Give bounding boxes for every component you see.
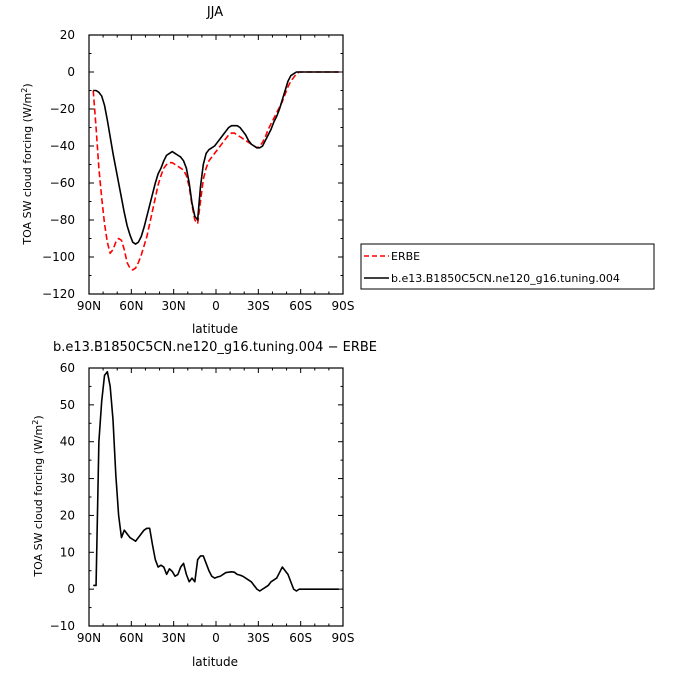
x-tick-label: 30S [247,631,270,645]
legend-model-label: b.e13.B1850C5CN.ne120_g16.tuning.004 [391,272,620,285]
x-tick-label: 0 [212,299,220,313]
bottom-panel-ylabel: TOA SW cloud forcing (W/m2) [31,415,45,577]
series-line-2 [93,71,339,245]
legend-box [360,243,655,290]
y-tick-label: −20 [50,102,75,116]
x-tick-label: 30N [162,299,186,313]
x-tick-label: 30S [247,299,270,313]
series-line-1 [93,370,339,592]
x-tick-label: 0 [212,631,220,645]
y-tick-label: 50 [60,398,75,412]
y-tick-label: 30 [60,472,75,486]
y-tick-label: −80 [50,213,75,227]
x-tick-label: 90N [77,299,101,313]
y-tick-label: −40 [50,139,75,153]
y-tick-label: 20 [60,28,75,42]
y-tick-label: 0 [67,582,75,596]
top-panel-xlabel: latitude [192,322,238,336]
x-tick-label: 60S [289,299,312,313]
series-line-1 [92,71,339,271]
bottom-panel-title: b.e13.B1850C5CN.ne120_g16.tuning.004 − E… [53,340,377,355]
y-tick-label: −60 [50,176,75,190]
y-tick-label: 10 [60,545,75,559]
legend-erbe-label: ERBE [391,250,420,263]
y-tick-label: 0 [67,65,75,79]
bottom-panel-xlabel: latitude [192,655,238,669]
x-tick-label: 30N [162,631,186,645]
y-tick-label: −120 [42,287,75,301]
y-tick-label: 40 [60,435,75,449]
x-tick-label: 60N [119,299,143,313]
y-tick-label: 20 [60,508,75,522]
x-tick-label: 90S [332,631,355,645]
x-tick-label: 60S [289,631,312,645]
x-tick-label: 90N [77,631,101,645]
top-panel-ylabel: TOA SW cloud forcing (W/m2) [20,83,34,245]
panel-1: 90N 60N 30N 0 30S 60S 90S 20 0 −20 −40 −60 −80 −100 −1… [42,28,354,313]
panel-2: 90N 60N 30N 0 30S 60S 90S 60 50 40 30 20 10 0 −10 [50,361,355,645]
x-tick-label: 60N [119,631,143,645]
plot-frame [88,367,344,627]
y-tick-label: −100 [42,250,75,264]
y-tick-label: 60 [60,361,75,375]
plot-frame [88,34,344,295]
x-tick-label: 90S [332,299,355,313]
y-tick-label: −10 [50,619,75,633]
top-panel-title: JJA [206,5,223,20]
